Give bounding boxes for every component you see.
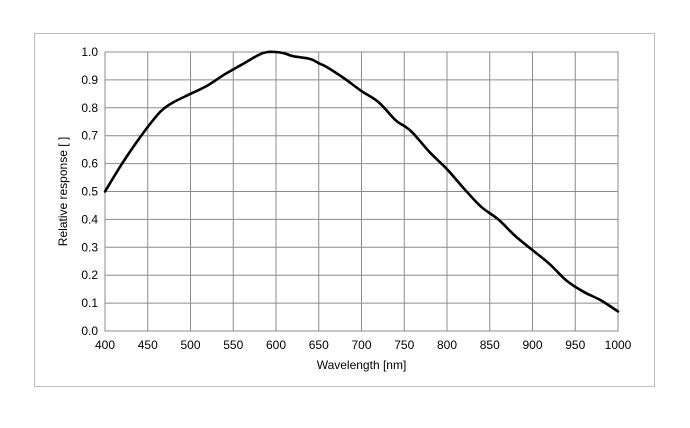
x-tick-label: 750 [394, 338, 414, 352]
x-tick-label: 600 [266, 338, 286, 352]
x-tick-label: 450 [138, 338, 158, 352]
y-axis-title: Relative response [ ] [56, 137, 70, 246]
y-tick-labels: 0.0 0.1 0.2 0.3 0.4 0.5 0.6 0.7 0.8 0.9 1.0 [81, 45, 98, 338]
x-tick-label: 500 [180, 338, 200, 352]
y-tick-label: 1.0 [81, 45, 98, 59]
y-tick-label: 0.9 [81, 73, 98, 87]
x-tick-label: 850 [480, 338, 500, 352]
x-axis-title: Wavelength [nm] [317, 358, 407, 372]
relative-response-line [103, 50, 620, 313]
x-tick-label: 1000 [605, 338, 632, 352]
y-tick-label: 0.3 [81, 240, 98, 254]
x-tick-labels: 400 450 500 550 600 650 700 750 800 850 900 950 1000 [95, 338, 632, 352]
y-tick-label: 0.6 [81, 157, 98, 171]
y-tick-label: 0.2 [81, 268, 98, 282]
x-tick-label: 950 [565, 338, 585, 352]
x-tick-label: 400 [95, 338, 115, 352]
y-tick-label: 0.4 [81, 212, 98, 226]
x-tick-label: 900 [522, 338, 542, 352]
chart-frame: 0.0 0.1 0.2 0.3 0.4 0.5 0.6 0.7 0.8 0.9 1.0 400 450… [34, 33, 655, 387]
x-tick-label: 700 [351, 338, 371, 352]
chart-svg: 0.0 0.1 0.2 0.3 0.4 0.5 0.6 0.7 0.8 0.9 1.0 400 450… [56, 45, 632, 372]
x-tick-label: 550 [223, 338, 243, 352]
y-tick-label: 0.7 [81, 129, 98, 143]
y-tick-label: 0.1 [81, 296, 98, 310]
x-tick-label: 800 [437, 338, 457, 352]
y-tick-label: 0.5 [81, 185, 98, 199]
x-tick-label: 650 [309, 338, 329, 352]
y-tick-label: 0.8 [81, 101, 98, 115]
y-tick-label: 0.0 [81, 324, 98, 338]
